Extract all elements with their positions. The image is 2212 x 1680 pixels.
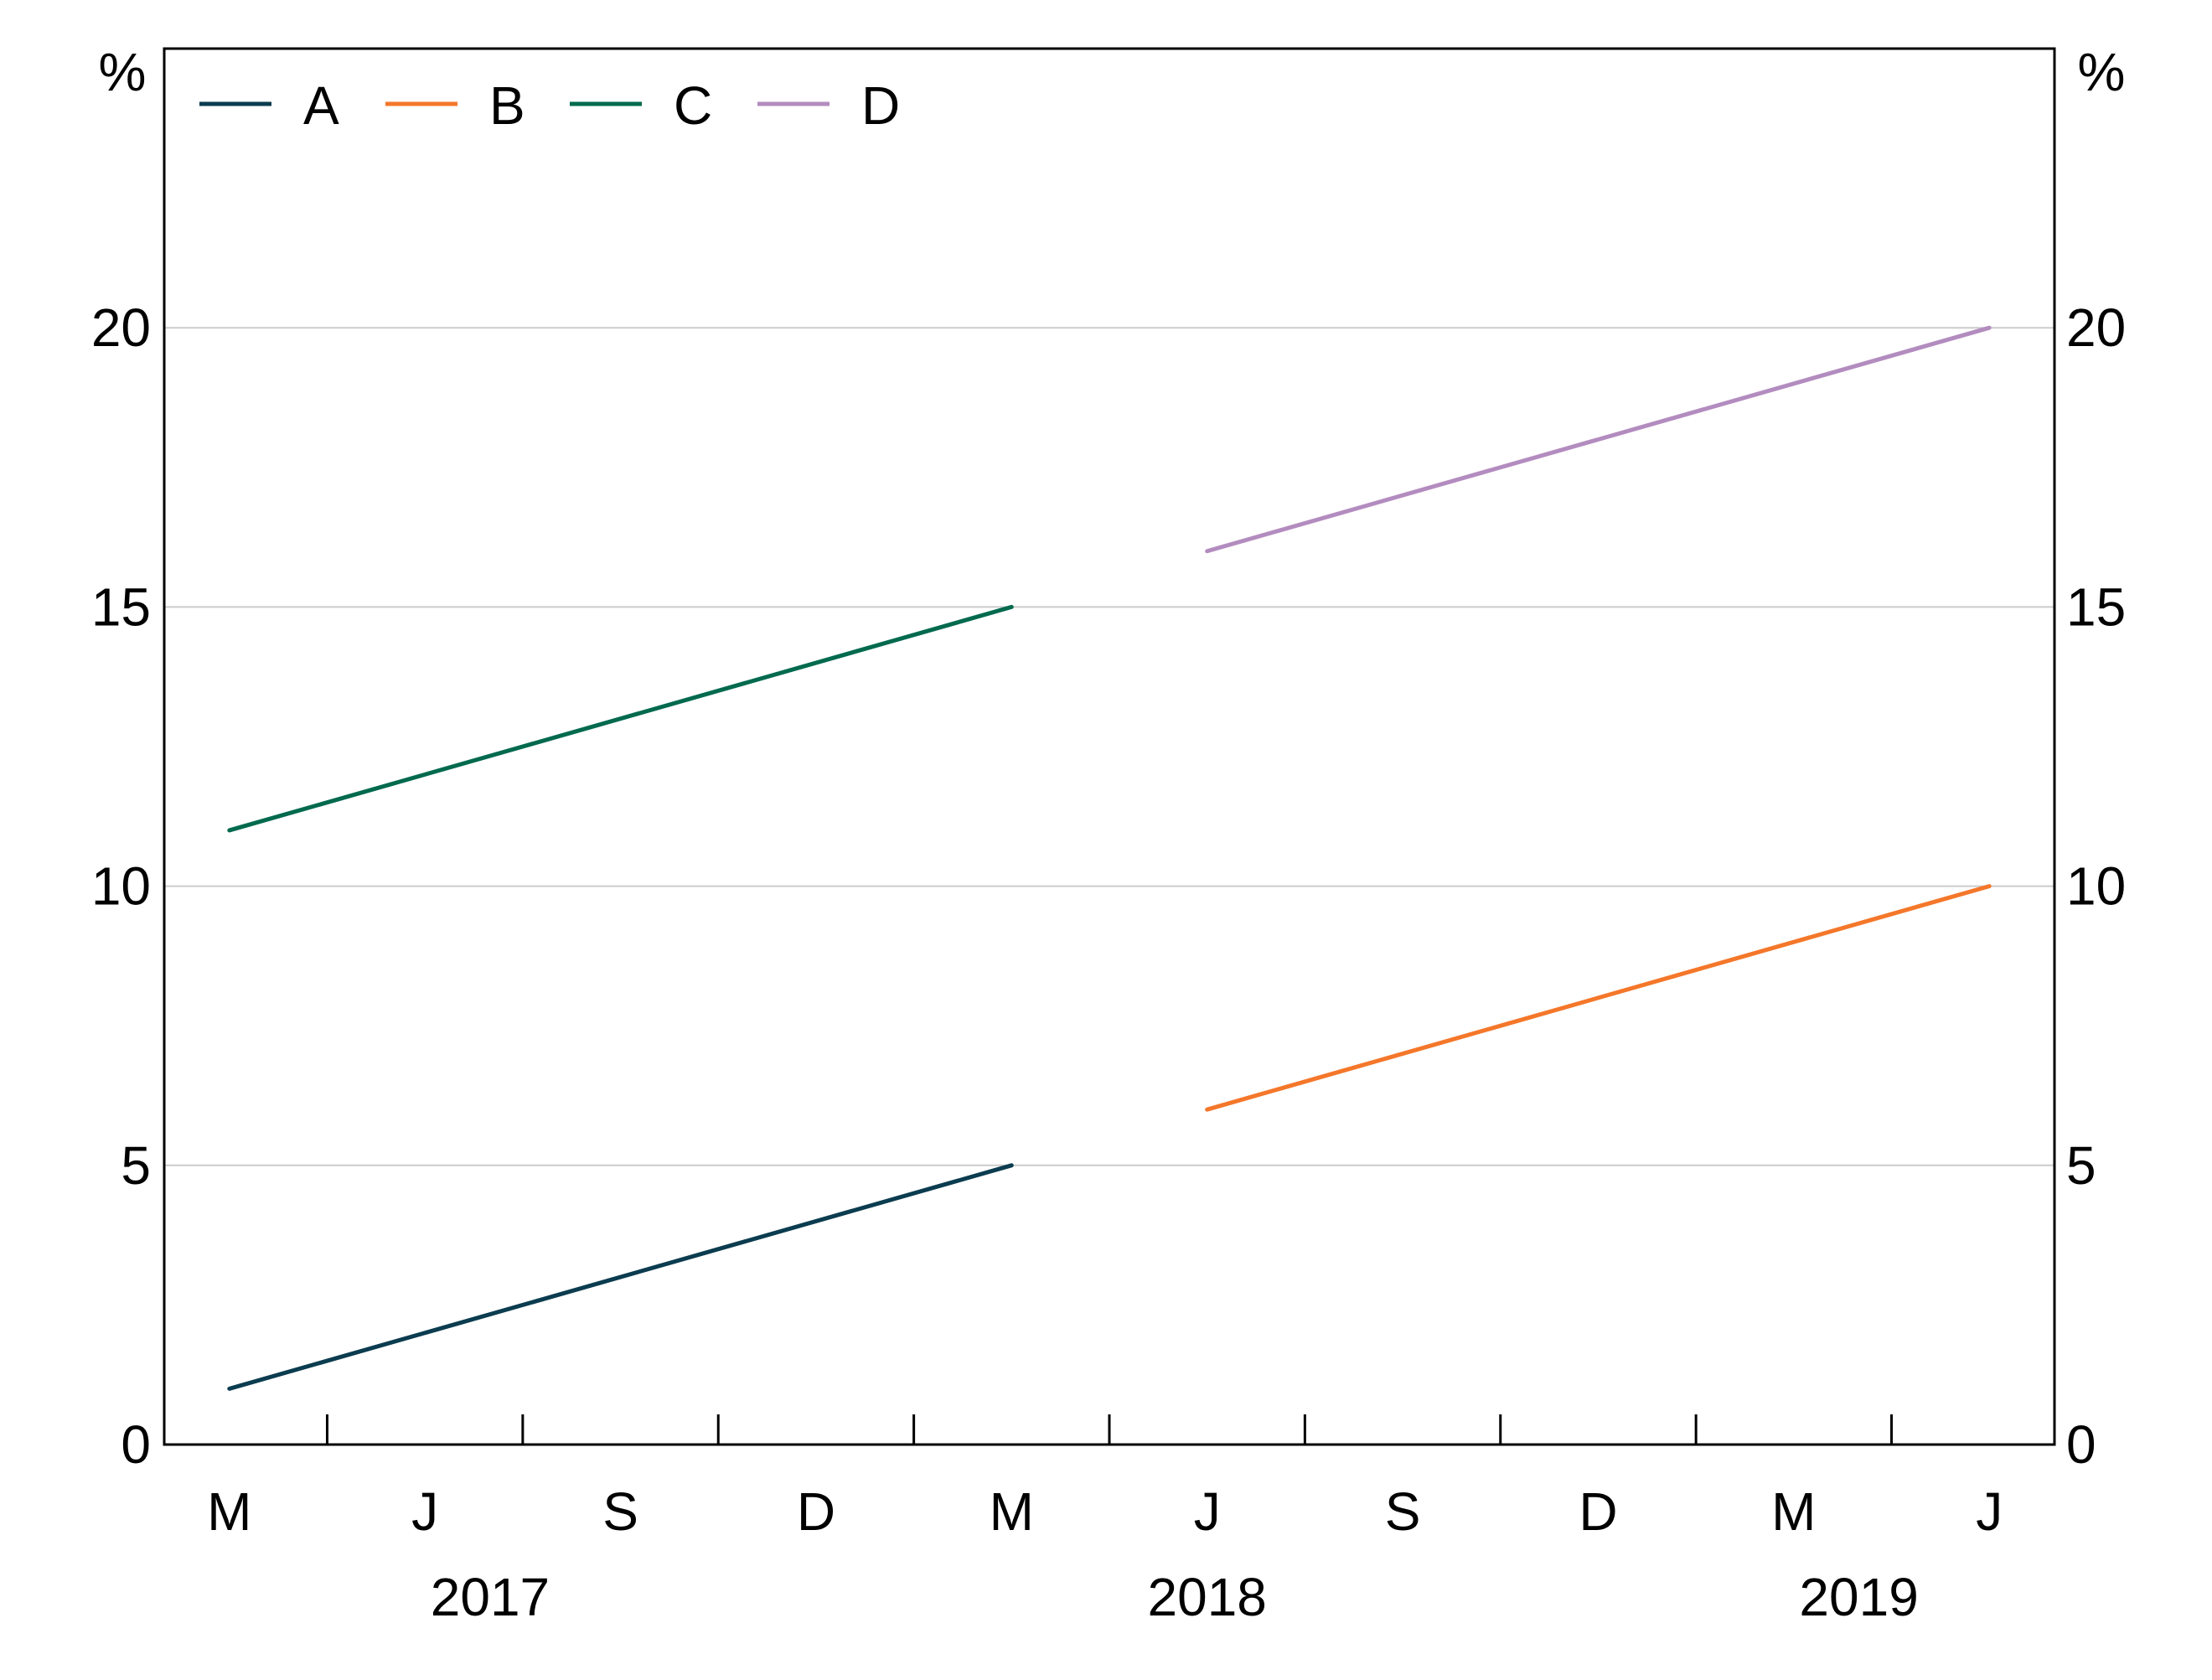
plot-frame [163, 47, 2056, 1446]
y-axis-left-labels: 0 5 10 15 20 [91, 297, 151, 1475]
gridlines [164, 327, 2054, 1166]
y-axis-right-unit: % [2078, 42, 2126, 102]
y-left-tick-label: 20 [91, 297, 151, 358]
series-line-d [1205, 325, 1992, 554]
legend-label-a: A [303, 75, 339, 136]
y-left-tick-label: 5 [121, 1135, 151, 1196]
y-axis-right-labels: 0 5 10 15 20 [2066, 297, 2126, 1475]
x-year-label: 2019 [1799, 1567, 1918, 1627]
x-month-label: M [1771, 1481, 1816, 1542]
x-month-label: D [1579, 1481, 1617, 1542]
x-month-label: J [1194, 1481, 1221, 1542]
series-line-b [1205, 884, 1992, 1112]
legend: A B C D [199, 75, 900, 136]
x-month-label: M [207, 1481, 251, 1542]
x-month-label: S [1385, 1481, 1421, 1542]
x-month-label: J [411, 1481, 438, 1542]
x-axis-labels: M J S D M J S D M J 2017 2018 2019 [207, 1481, 2003, 1627]
y-right-tick-label: 10 [2066, 856, 2126, 917]
legend-label-b: B [489, 75, 525, 136]
x-year-label: 2018 [1148, 1567, 1267, 1627]
y-left-tick-label: 15 [91, 576, 151, 637]
series-line-c [227, 604, 1014, 833]
y-left-tick-label: 10 [91, 856, 151, 917]
y-right-tick-label: 20 [2066, 297, 2126, 358]
y-left-tick-label: 0 [121, 1414, 151, 1475]
y-right-tick-label: 15 [2066, 576, 2126, 637]
x-year-label: 2017 [431, 1567, 550, 1627]
legend-label-c: C [674, 75, 712, 136]
x-month-label: D [797, 1481, 835, 1542]
legend-label-d: D [861, 75, 900, 136]
x-month-label: S [602, 1481, 638, 1542]
y-right-tick-label: 0 [2066, 1414, 2096, 1475]
y-axis-left-unit: % [99, 42, 147, 102]
y-right-tick-label: 5 [2066, 1135, 2096, 1196]
x-month-label: J [1976, 1481, 2003, 1542]
series-lines [227, 325, 1992, 1391]
series-line-a [227, 1163, 1014, 1391]
x-month-label: M [990, 1481, 1034, 1542]
x-axis-ticks [325, 1414, 1894, 1445]
